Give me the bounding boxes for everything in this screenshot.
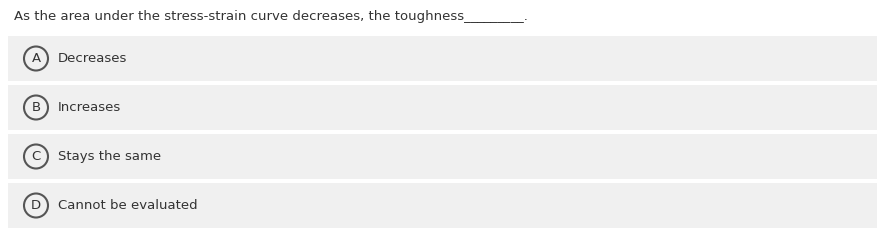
Circle shape <box>24 194 48 218</box>
FancyBboxPatch shape <box>8 36 877 81</box>
Text: D: D <box>31 199 41 212</box>
Text: Stays the same: Stays the same <box>58 150 161 163</box>
Circle shape <box>24 46 48 71</box>
Circle shape <box>24 96 48 119</box>
FancyBboxPatch shape <box>8 183 877 228</box>
Text: As the area under the stress-strain curve decreases, the toughness_________.: As the area under the stress-strain curv… <box>14 10 527 23</box>
Text: Cannot be evaluated: Cannot be evaluated <box>58 199 197 212</box>
Text: Decreases: Decreases <box>58 52 127 65</box>
FancyBboxPatch shape <box>8 134 877 179</box>
Circle shape <box>24 144 48 169</box>
Text: B: B <box>32 101 41 114</box>
Text: C: C <box>31 150 41 163</box>
Text: Increases: Increases <box>58 101 121 114</box>
Text: A: A <box>32 52 41 65</box>
FancyBboxPatch shape <box>8 85 877 130</box>
